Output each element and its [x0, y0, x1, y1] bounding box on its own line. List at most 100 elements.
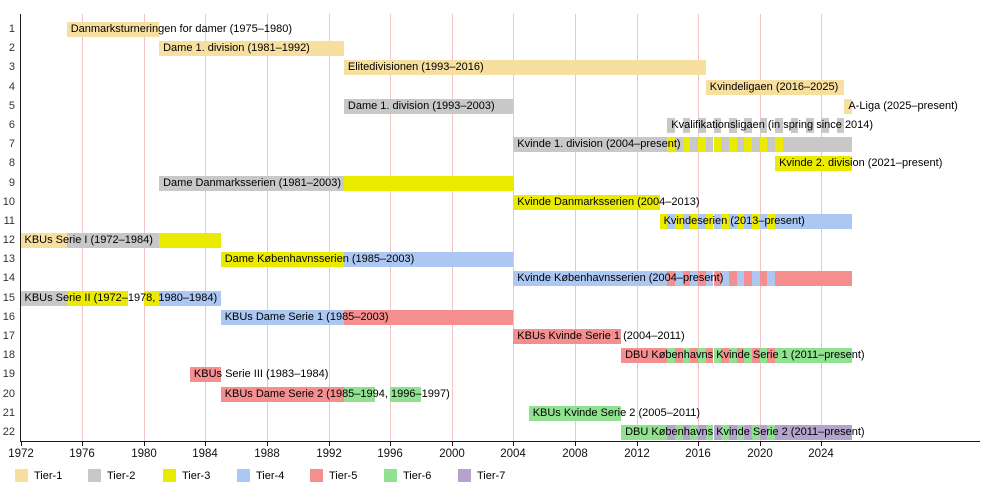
row-number: 17 [2, 330, 15, 342]
league-bar-segment [159, 176, 344, 191]
x-axis-tick [82, 442, 83, 446]
row-number: 3 [8, 61, 15, 73]
x-axis-tick [698, 442, 699, 446]
league-bar-segment [698, 425, 706, 440]
legend-color-swatch [163, 469, 176, 482]
row-number: 2 [8, 42, 15, 54]
year-gridline [452, 14, 453, 441]
league-bar-segment [744, 118, 752, 133]
league-bar-segment [159, 291, 221, 306]
legend-label: Tier-3 [182, 470, 211, 482]
legend-color-swatch [310, 469, 323, 482]
league-bar-label: Dame 1. division (1981–1992) [163, 42, 310, 54]
y-axis-spine [20, 14, 21, 442]
league-bar-segment [66, 291, 129, 306]
league-bar-segment [690, 214, 699, 229]
row-number: 16 [2, 311, 15, 323]
league-bar-segment [728, 137, 737, 152]
league-bar-segment [759, 214, 768, 229]
league-bar-segment [767, 425, 776, 440]
league-bar-segment [775, 271, 853, 286]
league-bar-segment [690, 348, 699, 363]
league-bar-segment [667, 118, 675, 133]
league-bar-label: KBUs Serie II (1972–1978, 1980–1984) [24, 292, 218, 304]
league-bar-label: KBUs Dame Serie 1 (1985–2003) [224, 311, 389, 323]
league-bar-segment [728, 425, 737, 440]
league-bar-label: Kvinde Københavnsserien (2004–present) [517, 272, 724, 284]
x-axis-tick [452, 442, 453, 446]
league-bar-segment [682, 137, 691, 152]
x-axis-tick-label: 2020 [747, 448, 773, 460]
league-bar-segment [767, 214, 776, 229]
league-bar-label: Kvindeserien (2013–present) [663, 215, 805, 227]
league-bar-segment [682, 118, 691, 133]
year-gridline [390, 14, 391, 441]
league-bar-segment [20, 291, 67, 306]
legend-color-swatch [384, 469, 397, 482]
x-axis-tick-label: 1972 [8, 448, 34, 460]
league-bar-segment [513, 329, 622, 344]
x-axis-tick [821, 442, 822, 446]
league-bar-segment [343, 99, 514, 114]
league-bar-segment [513, 137, 668, 152]
league-bar-segment [220, 387, 344, 402]
league-bar-segment [705, 348, 714, 363]
legend-color-swatch [88, 469, 101, 482]
league-bar-segment [844, 99, 853, 114]
league-bar-label: DBU Københavns Kvinde Serie 1 (2011–pres… [625, 349, 865, 361]
x-axis-tick [144, 442, 145, 446]
league-bar-segment [713, 425, 722, 440]
league-bar-segment [721, 214, 729, 229]
legend-color-swatch [237, 469, 250, 482]
league-bar-segment [759, 425, 768, 440]
legend-label: Tier-4 [256, 470, 285, 482]
row-number: 9 [8, 177, 15, 189]
league-bar-segment [66, 233, 160, 248]
league-bar-segment [621, 425, 668, 440]
league-bar-segment [159, 41, 344, 56]
league-bar-segment [705, 214, 714, 229]
league-bar-segment [752, 271, 760, 286]
year-gridline [267, 14, 268, 441]
year-gridline [329, 14, 330, 441]
year-gridline [205, 14, 206, 441]
legend-item: Tier-7 [458, 469, 528, 483]
row-number: 8 [8, 157, 15, 169]
league-bar-label: KBUs Serie I (1972–1984) [24, 234, 153, 246]
x-axis-tick-label: 2000 [439, 448, 465, 460]
league-bar-segment [675, 348, 683, 363]
league-bar-segment [66, 22, 160, 37]
league-bar-segment [767, 271, 776, 286]
league-bar-segment [752, 425, 760, 440]
league-bar-segment [759, 137, 768, 152]
x-axis-tick-label: 1992 [316, 448, 342, 460]
league-bar-segment [343, 387, 375, 402]
league-bar-segment [736, 271, 745, 286]
league-bar-segment [659, 214, 668, 229]
x-axis-tick [329, 442, 330, 446]
legend-label: Tier-5 [329, 470, 358, 482]
league-bar-label: Kvalifikationsligaen (in spring since 20… [671, 119, 874, 131]
league-bar-label: DBU Københavns Kvinde Serie 2 (2011–pres… [625, 426, 865, 438]
year-gridline [637, 14, 638, 441]
x-axis-tick [637, 442, 638, 446]
league-bar-label: Dame 1. division (1993–2003) [347, 100, 495, 112]
league-bar-segment [775, 348, 853, 363]
league-bar-segment [775, 118, 783, 133]
league-bar-segment [621, 348, 668, 363]
legend-item: Tier-2 [88, 469, 158, 483]
league-bar-segment [705, 137, 714, 152]
league-bar-segment [736, 348, 745, 363]
league-bar-segment [682, 425, 691, 440]
league-bar-segment [159, 233, 221, 248]
row-number: 14 [2, 272, 15, 284]
league-bar-segment [675, 214, 683, 229]
league-bar-segment [728, 348, 737, 363]
league-bar-segment [752, 137, 760, 152]
league-bar-segment [713, 137, 722, 152]
league-bar-label: Kvinde 1. division (2004–present) [517, 138, 681, 150]
legend-item: Tier-3 [163, 469, 233, 483]
year-gridline [513, 14, 514, 441]
league-bar-segment [782, 137, 853, 152]
league-bar-label: Elitedivisionen (1993–2016) [347, 61, 484, 73]
